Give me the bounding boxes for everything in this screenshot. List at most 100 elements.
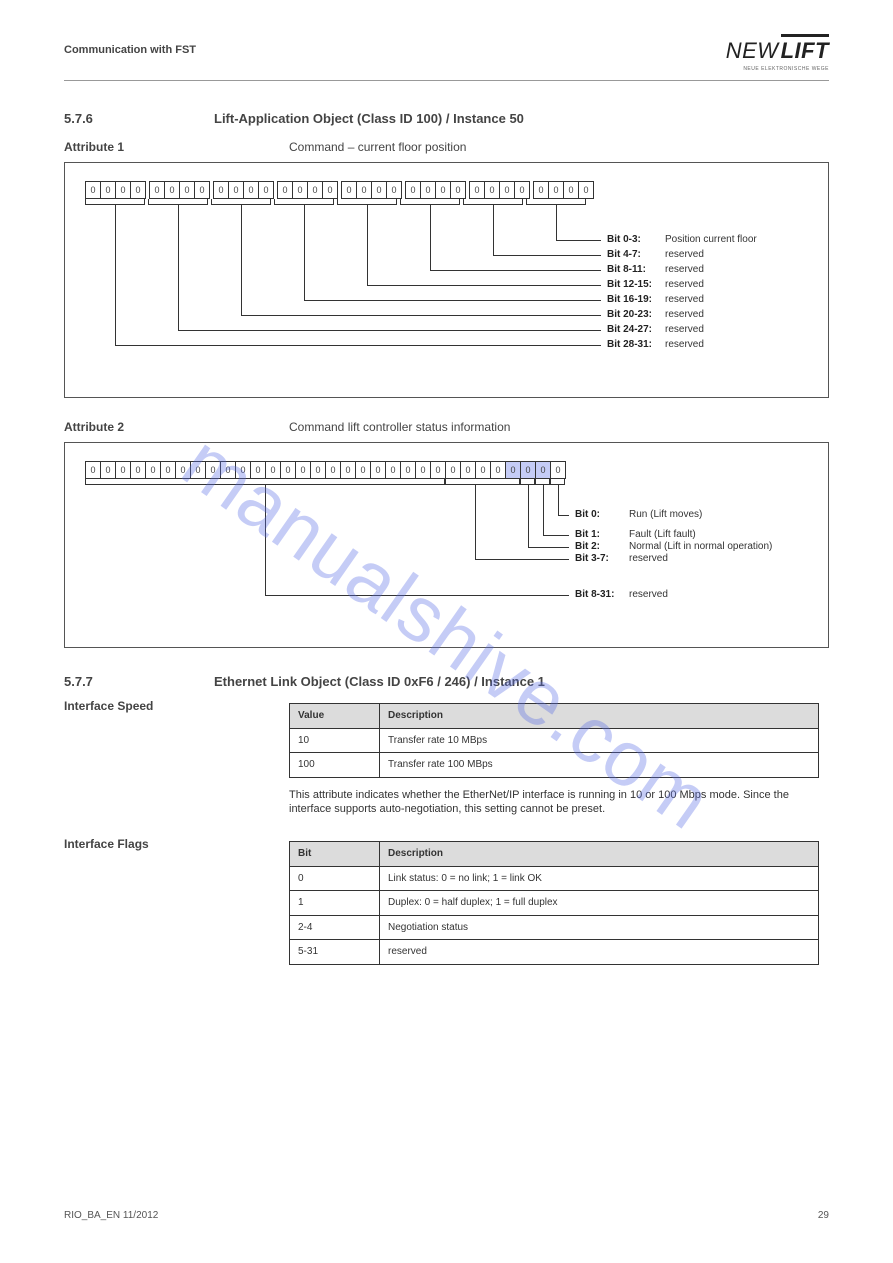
bit-cell: 0 xyxy=(180,181,195,199)
bit-cell: 0 xyxy=(244,181,259,199)
bit-cell: 0 xyxy=(311,461,326,479)
bit-label: Bit 8-31: xyxy=(575,589,614,600)
bit-cell: 0 xyxy=(534,181,549,199)
bit-cell: 0 xyxy=(86,181,101,199)
bit-cell: 0 xyxy=(549,181,564,199)
cell-value: 0 xyxy=(290,866,380,891)
cell-value: 10 xyxy=(290,728,380,753)
bit-cell: 0 xyxy=(485,181,500,199)
bit-label: Bit 16-19: xyxy=(607,294,652,305)
table-header-desc: Description xyxy=(380,704,819,729)
cell-desc: Transfer rate 100 MBps xyxy=(380,753,819,778)
logo-tagline: NEUE ELEKTRONISCHE WEGE xyxy=(726,66,829,72)
bit-cell: 0 xyxy=(436,181,451,199)
cell-value: 100 xyxy=(290,753,380,778)
bit-cell: 0 xyxy=(515,181,530,199)
cell-desc: Transfer rate 10 MBps xyxy=(380,728,819,753)
bit-desc: reserved xyxy=(665,264,704,275)
bit-cell: 0 xyxy=(476,461,491,479)
section-heading-2: 5.7.7 Ethernet Link Object (Class ID 0xF… xyxy=(64,674,829,689)
bit-cell: 0 xyxy=(326,461,341,479)
bit-cell: 0 xyxy=(342,181,357,199)
bit-diagram-2: 00000000000000000000000000000000 Bit 0:R… xyxy=(64,442,829,648)
page-header: Communication with FST NEWLIFT NEUE ELEK… xyxy=(64,38,829,81)
bit-cell: 0 xyxy=(323,181,338,199)
bit-desc: reserved xyxy=(665,339,704,350)
attr1-desc: Command – current floor position xyxy=(289,140,466,154)
cell-desc: reserved xyxy=(380,940,819,965)
bit-cell: 0 xyxy=(387,181,402,199)
interface-flags-table: BitDescription 0Link status: 0 = no link… xyxy=(289,841,819,965)
bit-cell: 0 xyxy=(229,181,244,199)
bit-cell: 0 xyxy=(416,461,431,479)
bit-cell: 0 xyxy=(259,181,274,199)
interface-speed-note: This attribute indicates whether the Eth… xyxy=(289,788,829,818)
header-section-title: Communication with FST xyxy=(64,38,196,56)
bit-label: Bit 24-27: xyxy=(607,324,652,335)
bit-cell: 0 xyxy=(176,461,191,479)
bit-cell: 0 xyxy=(146,461,161,479)
footer-docref: RIO_BA_EN 11/2012 xyxy=(64,1210,158,1221)
bit-cell: 0 xyxy=(101,461,116,479)
cell-value: 2-4 xyxy=(290,915,380,940)
section-number: 5.7.6 xyxy=(64,111,214,126)
bit-cell: 0 xyxy=(341,461,356,479)
bit-cell: 0 xyxy=(296,461,311,479)
bit-cell: 0 xyxy=(521,461,536,479)
table-row: 1Duplex: 0 = half duplex; 1 = full duple… xyxy=(290,891,819,916)
bit-cell: 0 xyxy=(491,461,506,479)
bit-cell: 0 xyxy=(506,461,521,479)
bit-cell: 0 xyxy=(251,461,266,479)
attr1-label: Attribute 1 xyxy=(64,140,289,154)
table2-header-desc: Description xyxy=(380,842,819,867)
cell-desc: Link status: 0 = no link; 1 = link OK xyxy=(380,866,819,891)
bit-cell: 0 xyxy=(206,461,221,479)
bit-cell: 0 xyxy=(446,461,461,479)
bit-cell: 0 xyxy=(214,181,229,199)
bit-cell: 0 xyxy=(386,461,401,479)
interface-speed-label: Interface Speed xyxy=(64,699,289,713)
bit-cell: 0 xyxy=(86,461,101,479)
table-row: 2-4Negotiation status xyxy=(290,915,819,940)
bit-cell: 0 xyxy=(116,181,131,199)
table-header-value: Value xyxy=(290,704,380,729)
bit-cell: 0 xyxy=(191,461,206,479)
bit-cell: 0 xyxy=(221,461,236,479)
bit-desc: reserved xyxy=(629,553,668,564)
bit-cell: 0 xyxy=(308,181,323,199)
bit-cell: 0 xyxy=(421,181,436,199)
bit-label: Bit 0-3: xyxy=(607,234,641,245)
interface-speed-table: ValueDescription 10Transfer rate 10 MBps… xyxy=(289,703,819,778)
cell-desc: Duplex: 0 = half duplex; 1 = full duplex xyxy=(380,891,819,916)
bit-desc: reserved xyxy=(665,309,704,320)
bit-cell: 0 xyxy=(551,461,566,479)
bit-label: Bit 3-7: xyxy=(575,553,609,564)
bit-cell: 0 xyxy=(461,461,476,479)
table2-header-bit: Bit xyxy=(290,842,380,867)
table-row: 100Transfer rate 100 MBps xyxy=(290,753,819,778)
page-footer: RIO_BA_EN 11/2012 29 xyxy=(64,1210,829,1221)
section-title: Lift-Application Object (Class ID 100) /… xyxy=(214,111,524,126)
bit-desc: reserved xyxy=(665,279,704,290)
bit-label: Bit 1: xyxy=(575,529,600,540)
bit-cell: 0 xyxy=(116,461,131,479)
bit-cell: 0 xyxy=(356,461,371,479)
bit-cell: 0 xyxy=(431,461,446,479)
bit-cell: 0 xyxy=(236,461,251,479)
bit-cell: 0 xyxy=(161,461,176,479)
attribute-1-heading: Attribute 1 Command – current floor posi… xyxy=(64,140,829,154)
bit-desc: reserved xyxy=(665,249,704,260)
bit-label: Bit 4-7: xyxy=(607,249,641,260)
footer-pagenum: 29 xyxy=(818,1210,829,1221)
bit-label: Bit 20-23: xyxy=(607,309,652,320)
bit-cell: 0 xyxy=(266,461,281,479)
bit-cell: 0 xyxy=(278,181,293,199)
brand-logo: NEWLIFT NEUE ELEKTRONISCHE WEGE xyxy=(726,38,829,72)
cell-desc: Negotiation status xyxy=(380,915,819,940)
interface-flags-label: Interface Flags xyxy=(64,837,289,851)
bit-cell: 0 xyxy=(401,461,416,479)
bit-cell: 0 xyxy=(406,181,421,199)
bit-label: Bit 8-11: xyxy=(607,264,646,275)
table-row: 5-31reserved xyxy=(290,940,819,965)
section-heading: 5.7.6 Lift-Application Object (Class ID … xyxy=(64,111,829,126)
